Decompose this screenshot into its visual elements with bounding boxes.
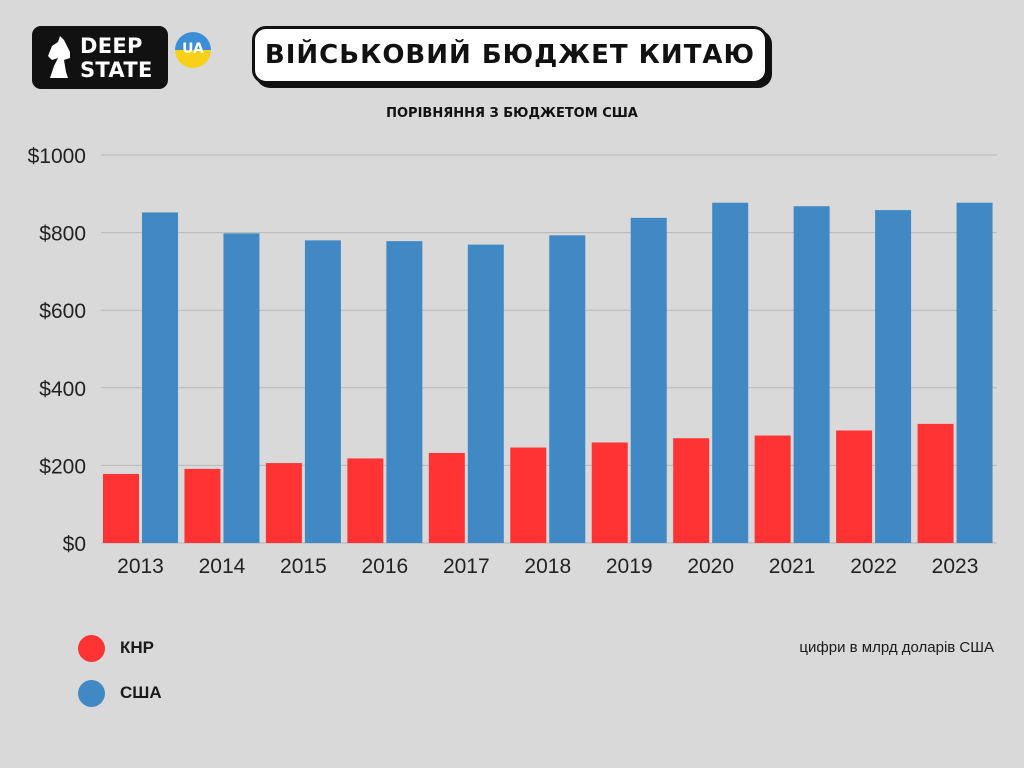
x-tick-label: 2022: [850, 555, 897, 578]
logo-line-1: DEEP: [80, 34, 143, 58]
ua-badge-text: UA: [182, 41, 204, 57]
y-tick-label: $1000: [28, 145, 86, 168]
legend-item-usa: США: [78, 679, 162, 707]
bar-china: [754, 435, 791, 543]
logo-text: DEEP STATE: [80, 34, 153, 82]
bar-usa: [223, 233, 260, 543]
bar-usa: [304, 240, 341, 544]
bar-china: [673, 438, 710, 543]
bar-usa: [630, 217, 667, 543]
x-tick-label: 2013: [117, 555, 164, 578]
chart-subtitle: ПОРІВНЯННЯ З БЮДЖЕТОМ США: [386, 106, 638, 121]
bar-china: [347, 458, 384, 543]
x-tick-label: 2023: [932, 555, 979, 578]
bar-china: [836, 430, 873, 543]
bar-china: [510, 447, 547, 543]
x-tick-label: 2020: [687, 555, 734, 578]
bar-usa: [712, 202, 749, 543]
x-tick-label: 2015: [280, 555, 327, 578]
legend-item-china: КНР: [78, 634, 154, 662]
x-tick-label: 2021: [769, 555, 816, 578]
y-tick-label: $800: [39, 223, 86, 246]
chart-title-box: ВІЙСЬКОВИЙ БЮДЖЕТ КИТАЮ: [252, 26, 768, 84]
ua-badge: UA: [175, 32, 211, 68]
legend-swatch-china: [78, 634, 105, 662]
legend-label-usa: США: [120, 683, 162, 702]
bar-usa: [142, 212, 178, 543]
bar-china: [184, 468, 221, 543]
knight-icon: [48, 36, 70, 78]
chart-title: ВІЙСЬКОВИЙ БЮДЖЕТ КИТАЮ: [264, 40, 756, 70]
bar-china: [265, 463, 302, 543]
y-tick-label: $600: [39, 300, 86, 323]
legend-label-china: КНР: [120, 638, 154, 657]
x-tick-label: 2018: [524, 555, 571, 578]
deep-state-logo: DEEP STATE UA: [32, 26, 211, 89]
x-tick-label: 2019: [606, 555, 653, 578]
bar-china: [917, 423, 954, 543]
y-tick-label: $400: [39, 378, 86, 401]
x-tick-label: 2017: [443, 555, 490, 578]
bar-usa: [467, 244, 504, 543]
x-tick-label: 2014: [199, 555, 246, 578]
logo-line-2: STATE: [80, 58, 153, 82]
bar-usa: [875, 210, 912, 543]
y-tick-label: $200: [39, 455, 86, 478]
x-tick-label: 2016: [362, 555, 409, 578]
bar-usa: [956, 202, 993, 543]
y-tick-label: $0: [63, 533, 86, 556]
bar-usa: [386, 241, 423, 544]
legend-swatch-usa: [78, 679, 105, 707]
bar-usa: [793, 206, 830, 543]
bar-china: [103, 473, 139, 543]
bar-usa: [549, 235, 586, 543]
bar-china: [428, 452, 465, 543]
bar-chart: $0 $200 $400 $600 $800 $1000 2013 2014 2015 2016 2…: [28, 145, 997, 578]
bar-china: [591, 442, 628, 543]
units-note: цифри в млрд доларів США: [799, 639, 994, 656]
